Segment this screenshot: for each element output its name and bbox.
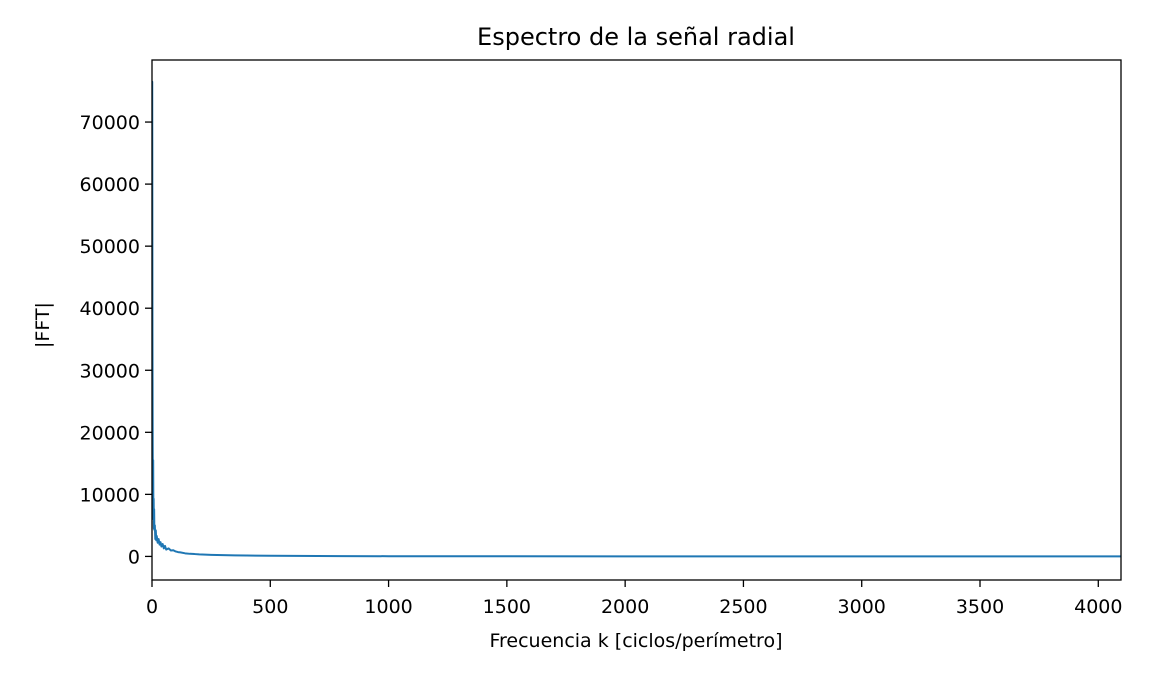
y-tick-label: 30000 [80,360,140,382]
x-tick-label: 1500 [483,596,531,618]
x-tick-label: 3500 [956,596,1004,618]
y-axis-label: |FFT| [32,302,54,348]
plot-area: 0 500 1000 1500 2000 2500 3000 3500 400001000020… [80,59,1122,618]
y-tick-label: 20000 [80,422,140,444]
series-line-0 [152,80,1121,558]
x-tick-label: 4000 [1074,596,1122,618]
y-tick-label: 60000 [80,174,140,196]
x-axis-label: Frecuencia k [ciclos/perímetro] [489,630,782,652]
x-tick-label: 1000 [364,596,412,618]
x-tick-label: 500 [252,596,288,618]
y-tick-label: 10000 [80,484,140,506]
x-tick-label: 3000 [838,596,886,618]
x-tick-label: 0 [146,596,158,618]
x-tick-label: 2000 [601,596,649,618]
y-tick-label: 70000 [80,112,140,134]
y-tick-label: 0 [128,546,140,568]
y-tick-label: 50000 [80,236,140,258]
chart-title: Espectro de la señal radial [477,23,795,51]
axes-frame [151,59,1122,581]
y-tick-label: 40000 [80,298,140,320]
x-tick-label: 2500 [719,596,767,618]
